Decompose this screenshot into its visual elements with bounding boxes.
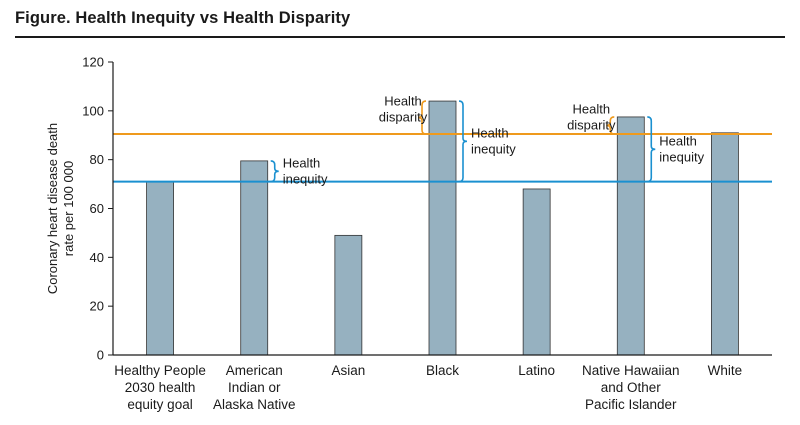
bar (428, 100, 457, 356)
annotation-label: Health (283, 155, 321, 170)
bar (522, 188, 551, 356)
annotation-label: Health (471, 125, 509, 140)
figure-title: Figure. Health Inequity vs Health Dispar… (15, 9, 351, 27)
bar (616, 116, 645, 356)
category-label: Asian (331, 363, 365, 378)
category-label: 2030 health (125, 380, 196, 395)
annotation-label: inequity (659, 149, 704, 164)
annotation-brace (270, 160, 279, 183)
annotation-label: disparity (379, 110, 428, 125)
y-tick-label: 60 (90, 201, 104, 216)
bar (711, 132, 739, 356)
bar (146, 181, 174, 356)
annotation-brace (606, 116, 615, 135)
category-label: Black (426, 363, 459, 378)
title-rule (15, 36, 785, 38)
annotation-label: Health (384, 94, 422, 109)
y-axis-title: Coronary heart disease death (45, 123, 60, 294)
y-tick-label: 40 (90, 250, 104, 265)
category-label: and Other (601, 380, 662, 395)
category-label: Native Hawaiian (582, 363, 680, 378)
category-label: Alaska Native (213, 397, 296, 412)
category-label: Latino (518, 363, 555, 378)
y-tick-label: 20 (90, 299, 104, 314)
annotation-brace (458, 100, 468, 183)
annotation-label: Health (572, 101, 610, 116)
category-label: American (226, 363, 283, 378)
annotation-label: inequity (471, 141, 516, 156)
category-label: Indian or (228, 380, 281, 395)
y-tick-label: 120 (82, 55, 104, 70)
y-axis-title: rate per 100 000 (61, 161, 76, 256)
y-tick-label: 0 (97, 348, 104, 363)
annotation-brace (647, 116, 656, 183)
category-label: equity goal (127, 397, 192, 412)
bar (240, 160, 269, 356)
category-label: Healthy People (114, 363, 206, 378)
annotation-label: disparity (567, 117, 616, 132)
bar (334, 234, 363, 356)
annotation-label: inequity (283, 171, 328, 186)
y-tick-label: 100 (82, 103, 104, 118)
annotation-label: Health (659, 133, 697, 148)
y-tick-label: 80 (90, 152, 104, 167)
annotation-brace (417, 100, 427, 135)
category-label: Pacific Islander (585, 397, 677, 412)
category-label: White (708, 363, 743, 378)
